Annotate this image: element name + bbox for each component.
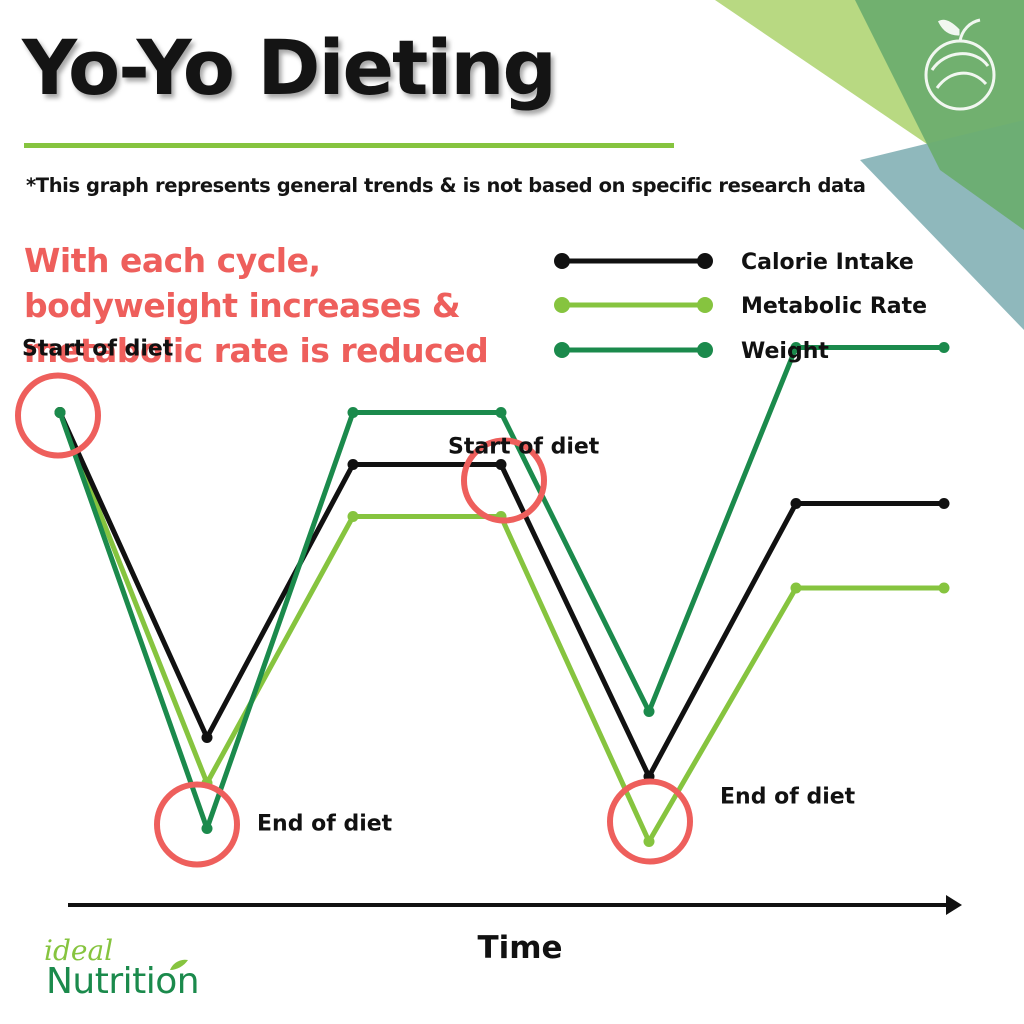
annotation-label-3: End of diet [720,785,856,810]
data-point-weight-4 [643,706,655,717]
page-title: Yo-Yo Dieting [22,23,557,112]
legend-label-metabolic-rate: Metabolic Rate [741,294,927,319]
title-divider [24,143,674,148]
brand-name-top: ideal [44,934,114,967]
subtitle-line-3: metabolic rate is reduced [24,331,489,370]
highlight-circle-2 [461,437,547,524]
data-point-metabolic-rate-2 [347,511,359,522]
data-point-weight-3 [495,407,507,418]
legend-marker-end-metabolic-rate [697,297,713,313]
data-point-calorie-intake-2 [347,459,359,470]
subtitle: With each cycle, bodyweight increases & … [24,238,524,373]
series-line-metabolic-rate [57,410,947,844]
highlight-circle-1 [154,781,240,868]
subtitle-line-1: With each cycle, [24,241,321,280]
apple-logo-icon [924,18,996,111]
data-point-calorie-intake-3 [495,459,507,470]
legend-label-weight: Weight [741,339,829,364]
disclaimer-text: *This graph represents general trends & … [26,174,866,197]
data-point-calorie-intake-6 [938,498,950,509]
data-point-metabolic-rate-6 [938,582,950,594]
data-point-weight-5 [790,342,802,353]
data-point-calorie-intake-5 [790,498,802,509]
x-axis-label: Time [477,930,562,966]
legend-marker-start-weight [554,342,570,358]
legend-marker-start-metabolic-rate [554,297,570,313]
legend-marker-start-calorie-intake [554,253,570,269]
data-point-weight-6 [938,342,950,353]
brand-leaf-icon [170,959,188,970]
highlight-circle-0 [15,372,101,459]
data-point-metabolic-rate-4 [643,836,655,847]
annotation-label-2: Start of diet [448,435,600,460]
data-point-weight-0 [54,407,66,418]
corner-triangle-green [855,0,1024,230]
data-point-calorie-intake-1 [201,732,213,743]
highlight-circle-3 [607,778,693,865]
legend-marker-end-weight [697,342,713,358]
data-point-metabolic-rate-5 [790,582,802,594]
x-axis-arrowhead [946,895,962,915]
data-point-weight-2 [347,407,359,418]
legend-marker-end-calorie-intake [697,253,713,269]
annotation-label-0: Start of diet [22,337,174,362]
subtitle-line-2: bodyweight increases & [24,286,461,325]
annotation-label-1: End of diet [257,812,393,837]
legend-label-calorie-intake: Calorie Intake [741,250,914,275]
data-point-weight-1 [201,823,213,834]
